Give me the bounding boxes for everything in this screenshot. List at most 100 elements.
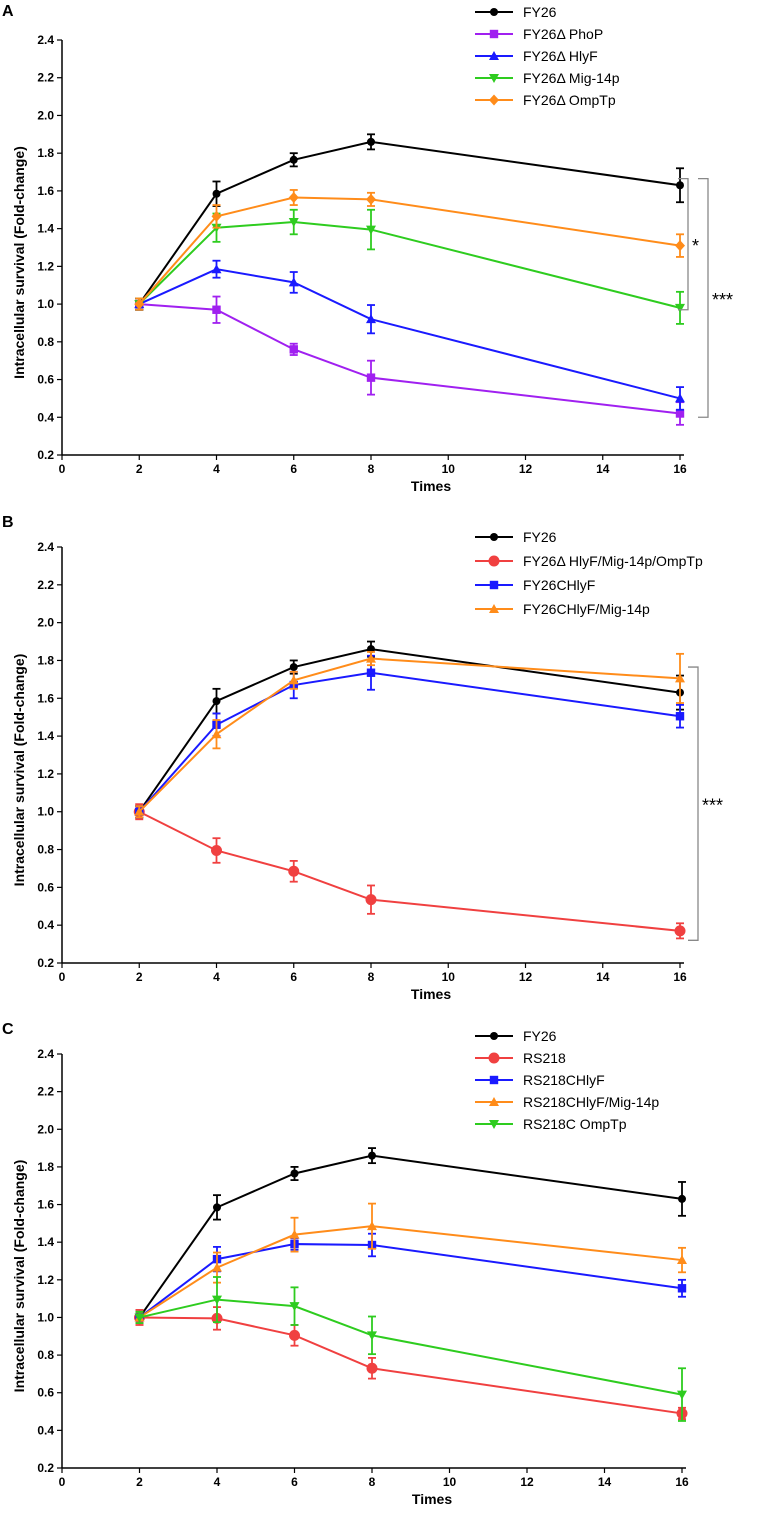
- y-tick-label: 1.2: [37, 767, 54, 781]
- y-tick-label: 2.0: [37, 616, 54, 630]
- legend-item-2: RS218CHlyF: [475, 1072, 605, 1088]
- y-tick-label: 0.4: [37, 1423, 54, 1437]
- legend-marker: [490, 533, 498, 541]
- data-point: [211, 844, 222, 856]
- legend-label: FY26Δ OmpTp: [523, 92, 616, 108]
- series-line: [139, 1316, 683, 1415]
- legend-label: FY26CHlyF: [523, 577, 595, 593]
- legend-marker: [488, 1052, 500, 1064]
- y-tick-label: 1.6: [37, 184, 54, 198]
- legend-label: FY26: [523, 1028, 557, 1044]
- significance-label: ***: [702, 796, 723, 816]
- legend-item-3: FY26CHlyF/Mig-14p: [475, 601, 650, 617]
- data-point: [675, 409, 685, 418]
- panel-c: C 0.2 0.4 0.6 0.8 1.0 1.2 1.4 1.6 1.8 2.0 2.2 2.4 0 2…: [0, 1010, 764, 1516]
- data-point: [676, 181, 684, 190]
- series-line: [138, 1154, 683, 1319]
- data-point: [212, 697, 221, 706]
- series-1: [133, 803, 686, 940]
- legend-marker: [489, 1097, 499, 1106]
- legend-marker: [489, 1120, 499, 1129]
- y-tick-label: 0.6: [37, 373, 54, 387]
- data-point: [366, 1362, 378, 1374]
- x-tick-label: 10: [442, 970, 456, 984]
- data-point: [288, 277, 299, 287]
- y-tick-label: 1.6: [37, 691, 54, 705]
- y-tick-label: 0.6: [37, 880, 54, 894]
- significance-bracket-0: *: [678, 177, 699, 311]
- legend-item-3: FY26Δ Mig-14p: [475, 70, 620, 86]
- x-tick-label: 4: [214, 1475, 221, 1489]
- panel-letter-a: A: [2, 3, 14, 20]
- legend-item-3: RS218CHlyF/Mig-14p: [475, 1094, 659, 1110]
- data-point: [212, 305, 221, 314]
- x-tick-label: 12: [519, 970, 533, 984]
- legend-item-0: FY26: [475, 4, 557, 20]
- y-tick-label: 1.8: [37, 146, 54, 160]
- x-tick-label: 10: [443, 1475, 457, 1489]
- data-point: [366, 225, 376, 235]
- legend-label: FY26: [523, 4, 557, 20]
- legend-item-0: FY26: [475, 529, 557, 545]
- data-point: [288, 675, 299, 685]
- series-4: [134, 189, 685, 311]
- panel-letter-c: C: [2, 1021, 14, 1038]
- y-tick-label: 0.8: [37, 335, 54, 349]
- y-tick-label: 1.2: [37, 259, 54, 273]
- data-point: [675, 303, 685, 313]
- y-tick-label: 1.0: [37, 297, 54, 311]
- y-tick-label: 1.0: [37, 1310, 54, 1324]
- y-tick-label: 0.4: [37, 918, 54, 932]
- data-point: [213, 1203, 221, 1212]
- x-tick-label: 6: [291, 1475, 298, 1489]
- y-axis-title: Intracellular survival (Fold-change): [11, 654, 27, 887]
- y-tick-label: 0.8: [37, 1348, 54, 1362]
- data-point: [366, 653, 376, 663]
- y-tick-label: 0.4: [37, 410, 54, 424]
- chart-panel-c-svg: C 0.2 0.4 0.6 0.8 1.0 1.2 1.4 1.6 1.8 2.0 2.2 2.4 0 2…: [2, 1021, 689, 1507]
- series-3: [134, 651, 685, 819]
- legend-item-2: FY26Δ HlyF: [475, 48, 598, 64]
- series-0: [135, 640, 684, 819]
- panel-b: B 0.2 0.4 0.6 0.8 1.0 1.2 1.4 1.6 1.8 2.0 2.2 2.4 0 2…: [0, 505, 764, 1010]
- data-point: [290, 1169, 299, 1178]
- legend-marker: [489, 1075, 499, 1085]
- x-tick-label: 0: [59, 462, 66, 476]
- legend-marker: [489, 74, 499, 83]
- x-tick-label: 0: [59, 970, 66, 984]
- data-point: [675, 673, 685, 683]
- data-point: [367, 1221, 377, 1231]
- x-tick-label: 14: [596, 462, 610, 476]
- y-tick-label: 0.2: [37, 956, 54, 970]
- legend-marker: [489, 580, 499, 590]
- legend-marker: [489, 51, 499, 60]
- x-tick-label: 8: [369, 1475, 376, 1489]
- legend-item-2: FY26CHlyF: [475, 577, 595, 593]
- series-line: [138, 810, 681, 932]
- legend-label: RS218: [523, 1050, 566, 1066]
- panel-a: A 0.2 0.4 0.6 0.8 1.0 1.2 1.4 1.6 1.8 2.0 2.2 2.4 0 2…: [0, 0, 764, 505]
- data-point: [134, 806, 145, 816]
- series-1: [135, 295, 685, 426]
- panel-letter-b: B: [2, 514, 14, 531]
- legend-item-1: FY26Δ PhoP: [475, 26, 603, 42]
- y-tick-label: 1.4: [37, 222, 54, 236]
- bracket-line: [678, 177, 689, 311]
- legend-marker: [490, 1032, 498, 1040]
- data-point: [134, 1313, 145, 1323]
- y-tick-label: 2.4: [37, 1047, 54, 1061]
- legend-item-4: FY26Δ OmpTp: [475, 92, 616, 108]
- data-point: [675, 712, 685, 721]
- significance-bracket-0: ***: [688, 666, 723, 941]
- data-point: [677, 1255, 687, 1265]
- series-line: [138, 671, 681, 813]
- x-tick-label: 6: [290, 970, 297, 984]
- y-tick-label: 2.0: [37, 1122, 54, 1136]
- y-tick-label: 2.2: [37, 71, 54, 85]
- y-axis-title: Intracellular survival (Fold-change): [11, 1160, 27, 1393]
- legend-item-1: RS218: [475, 1050, 566, 1066]
- y-tick-label: 0.8: [37, 843, 54, 857]
- data-point: [366, 314, 376, 324]
- y-tick-label: 1.4: [37, 729, 54, 743]
- x-tick-label: 14: [596, 970, 610, 984]
